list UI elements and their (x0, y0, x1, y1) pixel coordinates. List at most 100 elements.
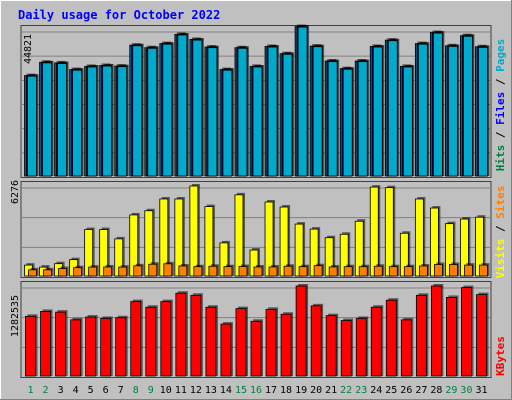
day-label-7: 7 (118, 385, 124, 396)
bar-kbytes-day-12 (190, 294, 202, 377)
bar-kbytes-day-30 (461, 287, 472, 377)
day-label-29: 29 (445, 385, 457, 396)
bar-pages-day-23 (357, 61, 368, 177)
day-label-14: 14 (220, 385, 232, 396)
bar-sites-day-11 (178, 265, 188, 277)
bar-kbytes-day-18 (280, 313, 292, 377)
bar-kbytes-day-11 (175, 292, 187, 377)
bar-pages-day-3 (57, 63, 67, 177)
bar-pages-day-7 (117, 66, 128, 177)
bar-sites-day-13 (208, 265, 218, 277)
bar-sites-day-8 (133, 265, 143, 277)
bar-pages-day-13 (207, 47, 218, 177)
bar-pages-day-16 (252, 66, 263, 177)
legend-kbytes: KBytes (494, 336, 507, 376)
bar-pages-day-24 (372, 46, 383, 177)
day-label-3: 3 (58, 385, 64, 396)
bar-kbytes-day-6 (100, 318, 112, 377)
day-label-2: 2 (43, 385, 49, 396)
middle-ymax-label: 6276 (10, 180, 21, 204)
day-label-11: 11 (175, 385, 187, 396)
bar-kbytes-day-10 (160, 301, 172, 377)
bar-kbytes-day-15 (235, 308, 247, 377)
day-label-24: 24 (370, 385, 382, 396)
day-label-23: 23 (355, 385, 367, 396)
day-label-6: 6 (103, 385, 109, 396)
legend-sep-1: / (494, 125, 507, 145)
day-label-8: 8 (133, 385, 139, 396)
day-labels: 1 2 3 4 5 6 7 8 9 10 11 12 13 14 15 16 17 18 19 20 21 22 23 24 2… (28, 385, 488, 396)
bar-pages-day-26 (402, 66, 413, 177)
bar-pages-day-12 (192, 39, 203, 177)
middle-legend: Visits / Sites (494, 186, 507, 279)
day-label-19: 19 (295, 385, 307, 396)
bar-kbytes-day-17 (265, 308, 277, 377)
bar-visits-day-25 (384, 187, 394, 277)
bar-kbytes-day-7 (115, 317, 127, 377)
bar-kbytes-day-27 (415, 294, 427, 377)
day-label-28: 28 (430, 385, 442, 396)
bar-pages-day-31 (478, 46, 488, 177)
bar-kbytes-day-19 (295, 285, 307, 377)
bar-pages-day-19 (297, 26, 308, 177)
day-label-5: 5 (88, 385, 94, 396)
bottom-legend: KBytes (494, 336, 507, 376)
bar-sites-day-6 (103, 266, 113, 277)
bar-sites-day-17 (268, 266, 278, 277)
bar-sites-day-2 (43, 269, 52, 277)
bar-sites-day-10 (163, 263, 173, 277)
day-label-1: 1 (28, 385, 34, 396)
bar-pages-day-11 (177, 34, 188, 177)
bottom-ymax-label: 1282535 (10, 295, 21, 337)
top-legend-text: Hits / Files / Pages (494, 39, 507, 172)
day-label-31: 31 (475, 385, 487, 396)
bottom-panel-bars (25, 284, 489, 377)
top-ymax-label: 44821 (23, 34, 34, 64)
bar-pages-day-25 (387, 40, 398, 177)
day-label-13: 13 (205, 385, 217, 396)
top-panel-bars (24, 24, 490, 177)
bar-pages-day-14 (222, 69, 233, 177)
bar-pages-day-20 (312, 46, 323, 177)
bar-kbytes-day-4 (70, 319, 82, 377)
bar-sites-day-31 (479, 264, 488, 277)
bar-pages-day-29 (448, 46, 458, 177)
bar-pages-day-1 (27, 75, 37, 177)
day-label-17: 17 (265, 385, 277, 396)
bar-visits-day-15 (234, 194, 244, 277)
bar-pages-day-17 (267, 46, 278, 177)
bar-pages-day-28 (432, 32, 443, 177)
chart-title: Daily usage for October 2022 (18, 8, 220, 22)
day-label-12: 12 (190, 385, 202, 396)
bar-kbytes-day-5 (85, 316, 97, 377)
bar-sites-day-26 (403, 266, 413, 277)
legend-sites: Sites (494, 186, 507, 219)
bar-pages-day-21 (327, 61, 338, 177)
day-label-9: 9 (148, 385, 154, 396)
bar-kbytes-day-3 (55, 311, 66, 377)
day-label-21: 21 (325, 385, 337, 396)
day-label-18: 18 (280, 385, 292, 396)
bar-sites-day-16 (253, 266, 263, 277)
legend-hits: Hits (494, 145, 507, 172)
legend-sep-2: / (494, 72, 507, 92)
bar-sites-day-28 (433, 264, 443, 277)
bar-sites-day-1 (28, 269, 37, 277)
bar-kbytes-day-13 (205, 306, 217, 377)
bar-sites-day-18 (283, 265, 293, 277)
top-legend: Hits / Files / Pages (494, 39, 507, 172)
bar-kbytes-day-22 (340, 320, 352, 377)
bar-pages-day-27 (417, 43, 428, 177)
bar-kbytes-day-14 (220, 323, 232, 377)
middle-legend-text: Visits / Sites (494, 186, 507, 279)
bar-sites-day-30 (464, 264, 473, 277)
bar-kbytes-day-28 (430, 285, 442, 377)
bar-sites-day-9 (148, 263, 158, 277)
bar-sites-day-4 (73, 267, 83, 277)
day-label-22: 22 (340, 385, 352, 396)
bar-kbytes-day-29 (446, 297, 457, 377)
bar-kbytes-day-31 (476, 294, 487, 377)
day-label-16: 16 (250, 385, 262, 396)
bar-pages-day-18 (282, 53, 293, 177)
